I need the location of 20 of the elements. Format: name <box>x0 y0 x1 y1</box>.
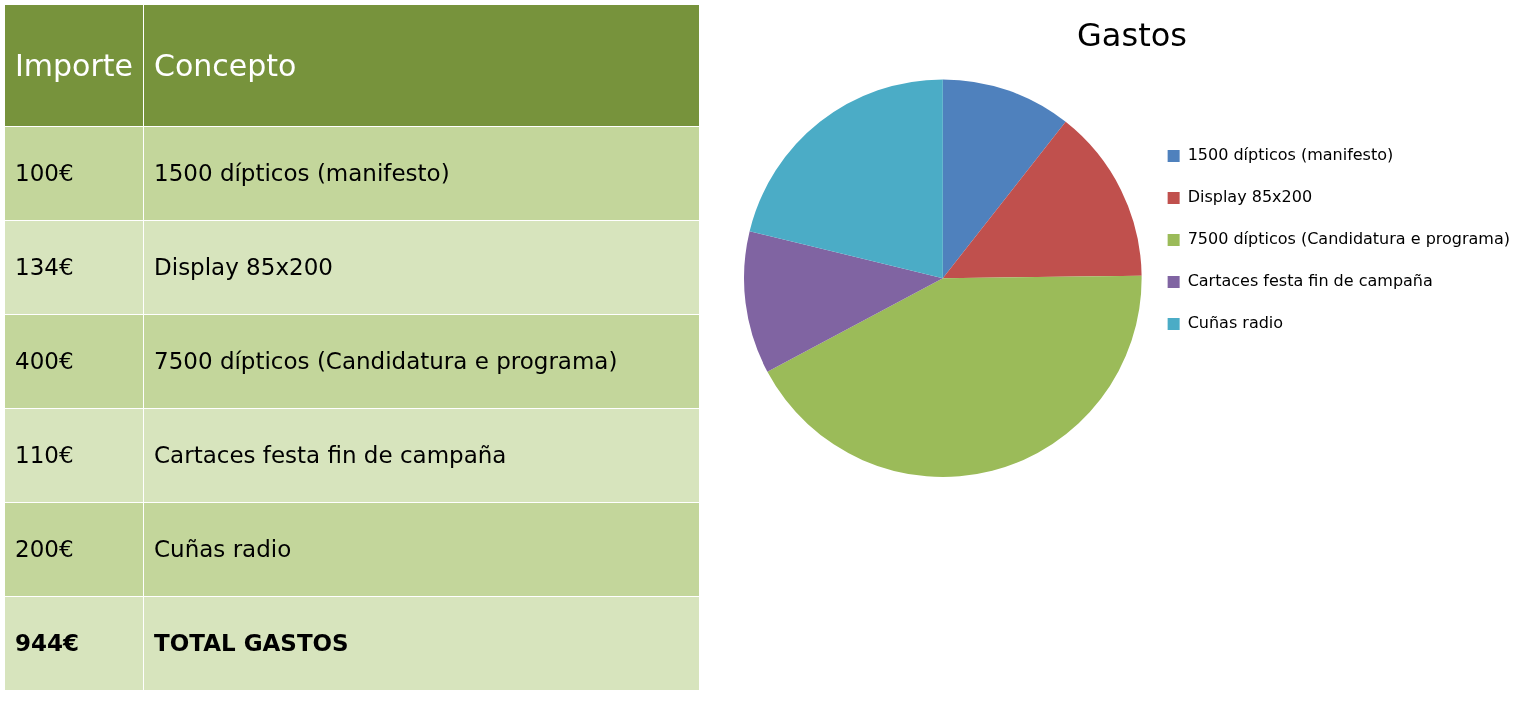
legend-label: Display 85x200 <box>1187 187 1313 207</box>
category-label: Cuñas radio <box>154 536 292 562</box>
category-label: Cartaces festa fin de campaña <box>154 442 507 468</box>
text: 134€ <box>4 220 144 315</box>
legend-label: Cartaces festa fin de campaña <box>1187 271 1433 291</box>
legend-label: 1500 dípticos (manifesto) <box>1187 145 1394 165</box>
text: Importe <box>4 4 144 127</box>
text: 944€ <box>4 596 144 691</box>
text: Concepto <box>143 4 700 127</box>
legend-label: 7500 dípticos (Candidatura e programa) <box>1187 229 1511 249</box>
text: 200€ <box>4 502 144 597</box>
text: 100€ <box>4 126 144 221</box>
category-label: Display 85x200 <box>154 254 333 280</box>
legend-label: Cuñas radio <box>1187 313 1284 333</box>
text: TOTAL GASTOS <box>143 596 700 691</box>
text: 110€ <box>4 408 144 503</box>
category-label: 7500 dípticos (Candidatura e programa) <box>154 348 618 374</box>
category-label: 1500 dípticos (manifesto) <box>154 160 450 186</box>
chart-title: Gastos <box>1077 15 1187 54</box>
text: 400€ <box>4 314 144 409</box>
